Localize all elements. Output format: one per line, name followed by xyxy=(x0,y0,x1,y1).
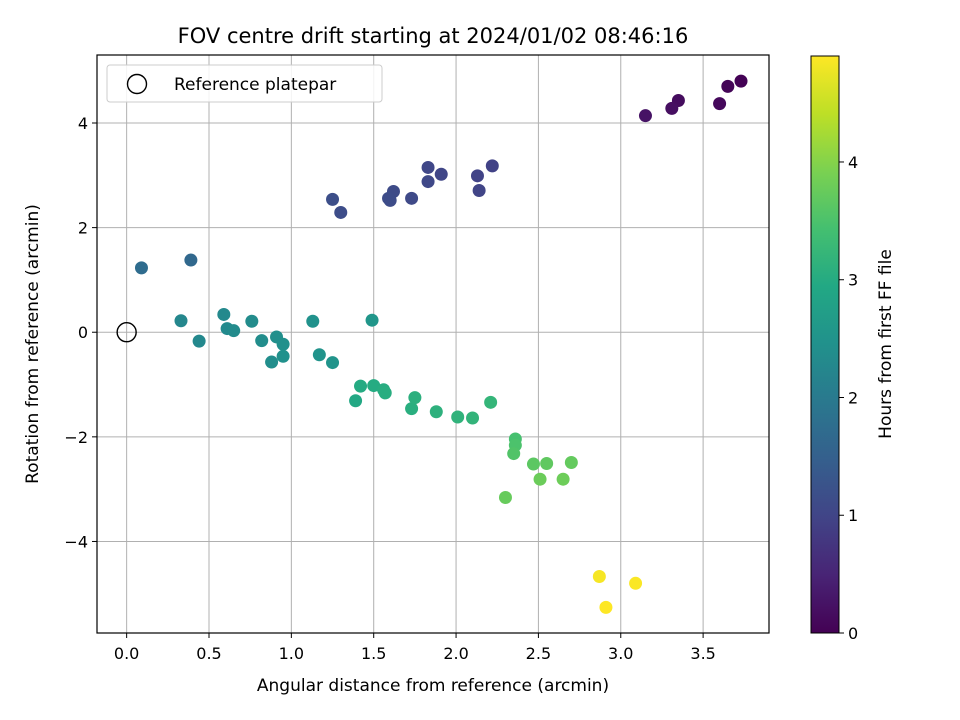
data-point-20 xyxy=(174,314,188,328)
colorbar-tick-label-1: 1 xyxy=(848,506,858,525)
colorbar-tick-label-0: 0 xyxy=(848,624,858,643)
data-point-35 xyxy=(349,394,363,408)
colorbar-ticks: 0 1 2 3 4 xyxy=(839,153,858,643)
plot-frame xyxy=(96,54,770,634)
data-point-10 xyxy=(421,160,435,174)
colorbar-tick-label-4: 4 xyxy=(848,153,858,172)
data-point-7 xyxy=(472,183,486,197)
colorbar xyxy=(810,55,840,634)
y-tick-label-0: −4 xyxy=(64,532,88,551)
data-point-43 xyxy=(451,410,465,424)
legend: Reference platepar xyxy=(106,64,383,103)
x-tick-label-5: 2.5 xyxy=(526,644,551,663)
x-tick-label-4: 2.0 xyxy=(443,644,468,663)
data-point-6 xyxy=(485,159,499,173)
colorbar-tick-label-3: 3 xyxy=(848,271,858,290)
data-point-8 xyxy=(470,169,484,183)
x-axis-ticks: 0.0 0.5 1.0 1.5 2.0 2.5 3.0 3.5 xyxy=(114,633,716,663)
data-point-41 xyxy=(408,391,422,405)
data-point-49 xyxy=(526,457,540,471)
data-point-16 xyxy=(334,205,348,219)
data-point-36 xyxy=(354,379,368,393)
data-point-40 xyxy=(405,402,419,416)
x-tick-label-3: 1.5 xyxy=(361,644,386,663)
y-axis-label: Rotation from reference (arcmin) xyxy=(23,204,43,484)
data-point-32 xyxy=(312,348,326,362)
data-point-48 xyxy=(507,447,521,461)
data-point-19 xyxy=(134,261,148,275)
data-point-25 xyxy=(245,314,259,328)
reference-marker-layer xyxy=(116,322,137,343)
data-point-53 xyxy=(533,472,547,486)
data-point-24 xyxy=(227,324,241,338)
data-point-37 xyxy=(367,379,381,393)
y-tick-label-1: −2 xyxy=(64,428,88,447)
y-tick-label-3: 2 xyxy=(78,219,88,238)
chart-title: FOV centre drift starting at 2024/01/02 … xyxy=(178,24,689,48)
data-point-56 xyxy=(629,576,643,590)
x-tick-label-1: 0.5 xyxy=(196,644,221,663)
data-point-33 xyxy=(326,356,340,370)
data-point-52 xyxy=(498,491,512,505)
data-point-51 xyxy=(564,455,578,469)
x-axis-label: Angular distance from reference (arcmin) xyxy=(257,676,609,696)
data-point-29 xyxy=(276,337,290,351)
colorbar-tick-label-2: 2 xyxy=(848,388,858,407)
data-point-30 xyxy=(276,349,290,363)
data-point-15 xyxy=(382,191,396,205)
scatter-points xyxy=(134,74,748,614)
x-tick-label-7: 3.5 xyxy=(690,644,715,663)
data-point-31 xyxy=(306,314,320,328)
legend-box xyxy=(106,64,383,103)
data-point-26 xyxy=(255,334,269,348)
y-axis-ticks: −4 −2 0 2 4 xyxy=(64,114,97,551)
reference-platepar-marker xyxy=(116,322,137,343)
data-point-55 xyxy=(592,570,606,584)
data-point-22 xyxy=(217,307,231,321)
data-point-11 xyxy=(421,175,435,189)
data-point-34 xyxy=(365,313,379,327)
data-point-42 xyxy=(429,405,443,419)
data-point-18 xyxy=(184,253,198,267)
data-point-12 xyxy=(405,191,419,205)
data-point-2 xyxy=(713,97,727,111)
legend-label: Reference platepar xyxy=(174,75,336,95)
x-tick-label-0: 0.0 xyxy=(114,644,139,663)
x-tick-label-6: 3.0 xyxy=(608,644,633,663)
data-point-27 xyxy=(265,355,279,369)
data-point-57 xyxy=(599,600,613,614)
data-point-39 xyxy=(378,386,392,400)
data-point-9 xyxy=(434,167,448,181)
data-point-0 xyxy=(734,74,748,88)
x-tick-label-2: 1.0 xyxy=(279,644,304,663)
y-tick-label-4: 4 xyxy=(78,114,88,133)
legend-marker xyxy=(126,73,148,95)
y-tick-label-2: 0 xyxy=(78,323,88,342)
data-point-1 xyxy=(721,79,735,93)
data-point-17 xyxy=(326,192,340,206)
data-point-45 xyxy=(484,395,498,409)
data-point-4 xyxy=(665,101,679,115)
grid-lines xyxy=(97,55,769,633)
colorbar-label: Hours from first FF file xyxy=(876,249,896,439)
data-point-21 xyxy=(192,334,206,348)
data-point-5 xyxy=(638,109,652,123)
data-point-44 xyxy=(466,411,480,425)
data-point-54 xyxy=(556,472,570,486)
data-point-50 xyxy=(540,457,554,471)
